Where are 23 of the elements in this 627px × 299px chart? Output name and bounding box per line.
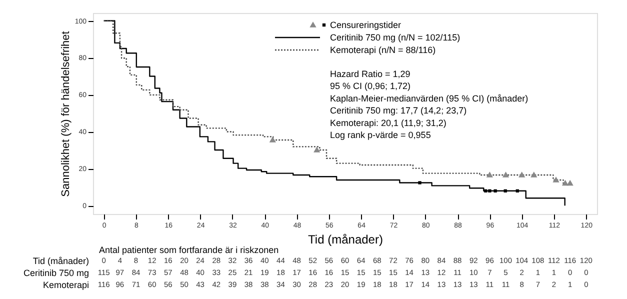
point (418, 181, 422, 184)
point (488, 189, 492, 192)
text: Kemoterapi (42, 280, 89, 290)
legend-label: Censureringstider (330, 20, 402, 30)
x-axis-title: Tid (månader) (308, 232, 383, 246)
text: Tid (månader) (32, 256, 89, 266)
point (516, 189, 519, 192)
y-axis-title: Sannolikhet (%) för händelsefrihet (60, 31, 72, 197)
annotation: Kemoterapi: 20,1 (11,9; 31,2) (330, 118, 446, 128)
annotation: Log rank p-värde = 0,955 (330, 130, 431, 140)
text: Ceritinib 750 mg (23, 268, 89, 278)
annotation: Ceritinib 750 mg: 17,7 (14,2; 23,7) (330, 106, 467, 116)
point (494, 189, 497, 192)
annotation: Hazard Ratio = 1,29 (330, 69, 410, 79)
point (484, 189, 488, 192)
annotation: Kaplan-Meier-medianvärden (95 % CI) (månader) (330, 93, 528, 104)
legend-label: Kemoterapi (n/N = 88/116) (330, 45, 436, 55)
point (567, 180, 573, 186)
legend-label: Ceritinib 750 mg (n/N = 102/115) (330, 32, 460, 42)
annotation: 95 % CI (0,96; 1,72) (330, 81, 411, 92)
text: Antal patienter som fortfarande är i riskzonen (99, 245, 279, 255)
point (562, 180, 568, 186)
point (504, 189, 507, 192)
